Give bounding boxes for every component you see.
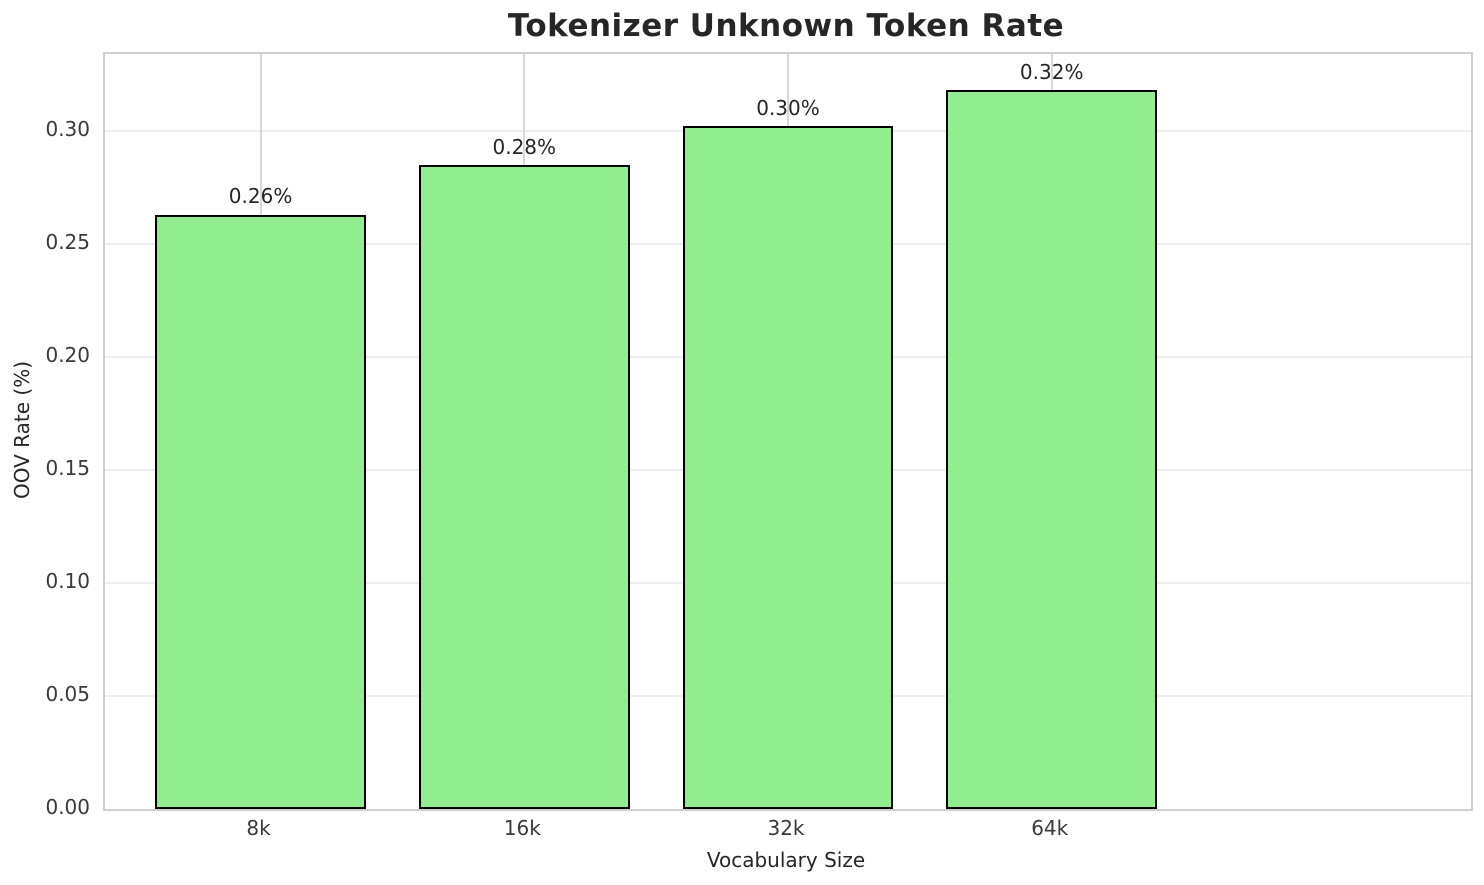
bar-32k xyxy=(682,126,894,809)
x-axis-label: Vocabulary Size xyxy=(706,848,866,872)
y-tick-0.15: 0.15 xyxy=(45,455,90,480)
y-tick-0.10: 0.10 xyxy=(45,568,90,593)
bar-64k xyxy=(946,90,1158,809)
x-tick-32k: 32k xyxy=(767,816,805,840)
bar-value-label-16k: 0.28% xyxy=(492,134,557,159)
y-tick-0.05: 0.05 xyxy=(45,681,90,706)
y-tick-0.30: 0.30 xyxy=(45,116,90,141)
plot-area: 0.26% 0.28% 0.30% 0.32% xyxy=(103,52,1473,811)
bar-16k xyxy=(418,164,630,809)
y-tick-0.25: 0.25 xyxy=(45,229,90,254)
y-axis-label: OOV Rate (%) xyxy=(10,361,34,499)
y-tick-0.00: 0.00 xyxy=(45,795,90,819)
x-tick-8k: 8k xyxy=(246,816,271,840)
x-tick-64k: 64k xyxy=(1031,816,1069,840)
bar-value-label-64k: 0.32% xyxy=(1019,60,1084,85)
x-tick-16k: 16k xyxy=(503,816,541,840)
bar-8k xyxy=(155,214,367,809)
y-tick-0.20: 0.20 xyxy=(45,342,90,367)
bar-value-label-32k: 0.30% xyxy=(756,96,820,121)
bar-value-label-8k: 0.26% xyxy=(228,184,293,209)
chart-title: Tokenizer Unknown Token Rate xyxy=(507,8,1065,44)
